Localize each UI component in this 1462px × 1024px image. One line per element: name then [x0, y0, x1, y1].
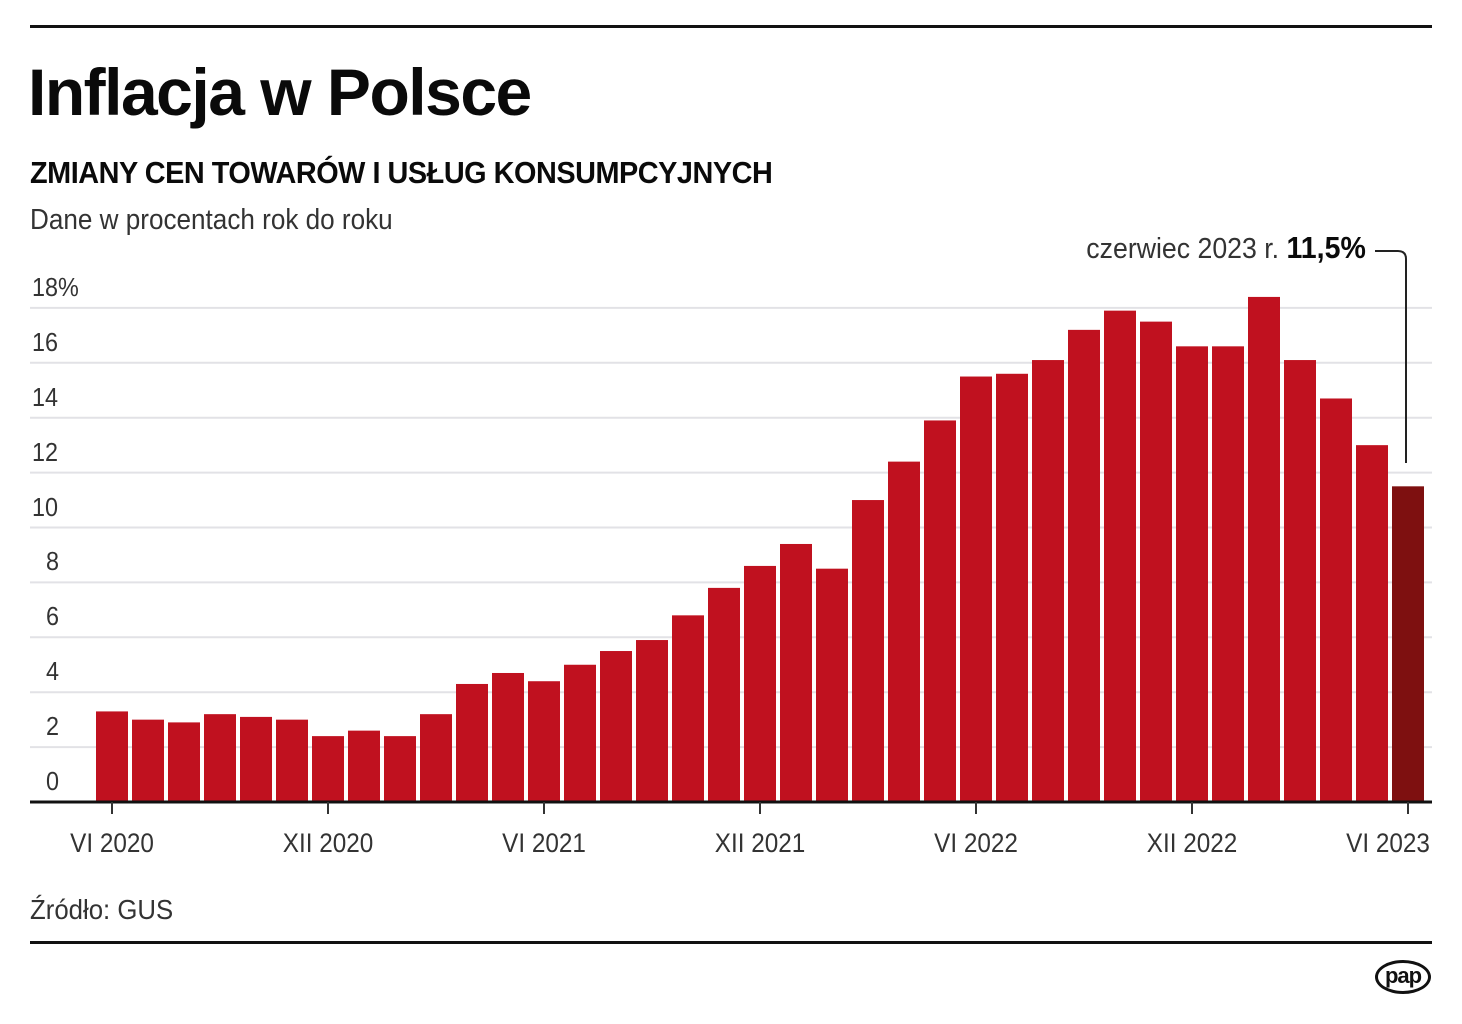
bar [240, 716, 272, 802]
bar [384, 736, 416, 802]
x-tick-label: XII 2021 [714, 828, 806, 858]
y-tick-label: 18% [32, 271, 79, 302]
bar [1212, 346, 1244, 802]
x-tick-label: VI 2020 [70, 828, 154, 858]
x-tick-label: VI 2022 [934, 828, 1018, 858]
bar [528, 681, 560, 802]
annotation-value: 11,5% [1286, 230, 1366, 265]
bar [1032, 360, 1064, 802]
x-tick-label: XII 2022 [1146, 828, 1238, 858]
x-tick-label: VI 2021 [502, 828, 586, 858]
chart-title: Inflacja w Polsce [28, 55, 532, 129]
bar [960, 376, 992, 802]
bar [348, 730, 380, 802]
bar [1068, 329, 1100, 802]
bar [1104, 310, 1136, 802]
annotation-leader-line [1375, 250, 1407, 463]
bar [564, 664, 596, 802]
y-tick-label: 4 [46, 656, 60, 687]
y-tick-label: 10 [32, 491, 59, 522]
bar [168, 722, 200, 802]
y-tick-label: 12 [32, 436, 59, 467]
x-tick-label: XII 2020 [282, 828, 374, 858]
y-tick-label: 16 [32, 326, 59, 357]
y-tick-label: 8 [46, 546, 60, 577]
bar [312, 736, 344, 802]
y-tick-label: 6 [46, 601, 60, 632]
bar [816, 568, 848, 802]
bar [708, 587, 740, 802]
bar [1176, 346, 1208, 802]
bar [1248, 296, 1280, 802]
bar [924, 420, 956, 802]
bar [852, 500, 884, 802]
bar [456, 683, 488, 802]
bar [1140, 321, 1172, 802]
pap-logo: pap [1375, 960, 1431, 994]
bar [996, 373, 1028, 802]
unit-note: Dane w procentach rok do roku [30, 204, 393, 236]
bars [96, 296, 1424, 802]
bar [96, 711, 128, 802]
bar [204, 714, 236, 802]
y-tick-label: 2 [46, 711, 60, 742]
chart-subtitle: ZMIANY CEN TOWARÓW I USŁUG KONSUMPCYJNYC… [30, 155, 773, 190]
bar [420, 714, 452, 802]
bar [888, 461, 920, 802]
bar [276, 719, 308, 802]
bar [1356, 445, 1388, 802]
bar [1320, 398, 1352, 802]
y-tick-label: 14 [32, 381, 59, 412]
y-tick-label: 0 [46, 766, 60, 796]
bar [780, 543, 812, 802]
bar [636, 640, 668, 802]
bar [600, 651, 632, 802]
top-rule [30, 25, 1432, 28]
highlight-annotation: czerwiec 2023 r. 11,5% [1086, 230, 1366, 266]
source-note: Źródło: GUS [30, 894, 174, 925]
annotation-label: czerwiec 2023 r. [1086, 233, 1280, 265]
highlight-bar [1392, 486, 1424, 802]
bar [132, 719, 164, 802]
bar [492, 672, 524, 802]
x-axis [30, 800, 1432, 814]
bar [744, 565, 776, 802]
bottom-rule [30, 941, 1432, 944]
bar [1284, 360, 1316, 802]
x-tick-label: VI 2023 [1346, 828, 1430, 858]
bar [672, 615, 704, 802]
